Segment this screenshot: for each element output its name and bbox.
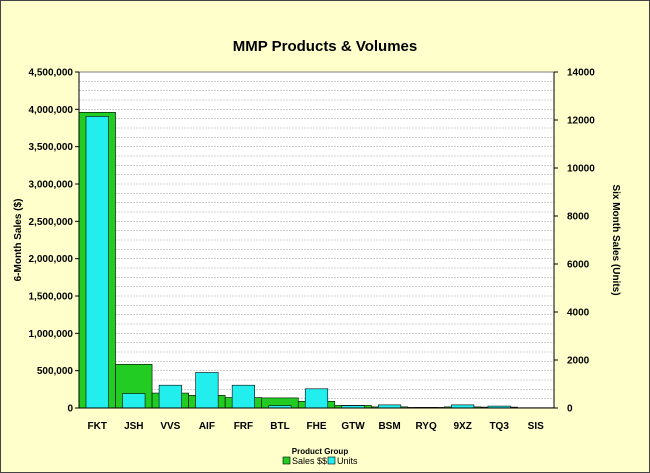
x-tick-label: BSM [378,421,400,432]
y-tick-label: 3,500,000 [29,142,74,153]
y2-tick-label: 8000 [567,212,590,223]
y2-axis-title: Six Month Sales (Units) [610,184,621,295]
y-tick-label: 1,000,000 [29,329,74,340]
bar-units-FKT [85,116,109,409]
y-tick-label: 1,500,000 [29,292,74,303]
x-tick-label: FKT [88,421,107,432]
x-tick-label: SIS [528,421,544,432]
bar-units-FHE [304,388,329,409]
axes: 0 500,000 1,000,000 1,500,000 2,000,000 2,500… [29,68,596,433]
y-tick-label: 0 [67,404,73,415]
x-tick-label: FHE [307,421,327,432]
x-tick-label: FRF [234,421,253,432]
y-tick-label: 3,000,000 [29,180,74,191]
y2-tick-label: 2000 [567,356,590,367]
y-axis-title: 6-Month Sales ($) [13,199,24,282]
x-tick-label: AIF [199,421,215,432]
y2-tick-label: 0 [567,404,573,415]
gridlines [79,81,554,399]
y-tick-label: 500,000 [37,366,74,377]
y-tick-label: 4,000,000 [29,105,74,116]
legend-swatch-sales [282,456,291,465]
y2-tick-label: 10000 [567,164,595,175]
bar-units-AIF [195,372,219,409]
y2-tick-label: 12000 [567,116,595,127]
x-tick-label: BTL [270,421,289,432]
x-tick-label: TQ3 [489,421,509,432]
chart-title: MMP Products & Volumes [233,38,417,55]
legend-swatch-units [327,456,336,465]
legend: Product Group Sales $$ Units [282,447,358,466]
bar-units-VVS [158,384,182,409]
legend-label-sales: Sales $$ [292,456,327,466]
x-tick-label: VVS [160,421,180,432]
bar-units-FRF [231,384,255,409]
x-tick-label: RYQ [415,421,437,432]
y2-tick-label: 6000 [567,260,590,271]
bar-units-JSH [122,393,146,409]
x-tick-label: JSH [124,421,143,432]
y2-tick-label: 4000 [567,308,590,319]
x-tick-label: 9XZ [453,421,471,432]
legend-label-units: Units [337,456,358,466]
legend-title: Product Group [292,447,349,456]
y-tick-label: 2,500,000 [29,217,74,228]
y2-tick-label: 14000 [567,68,595,79]
y-tick-label: 2,000,000 [29,254,74,265]
y-tick-label: 4,500,000 [29,68,74,79]
x-tick-label: GTW [341,421,365,432]
